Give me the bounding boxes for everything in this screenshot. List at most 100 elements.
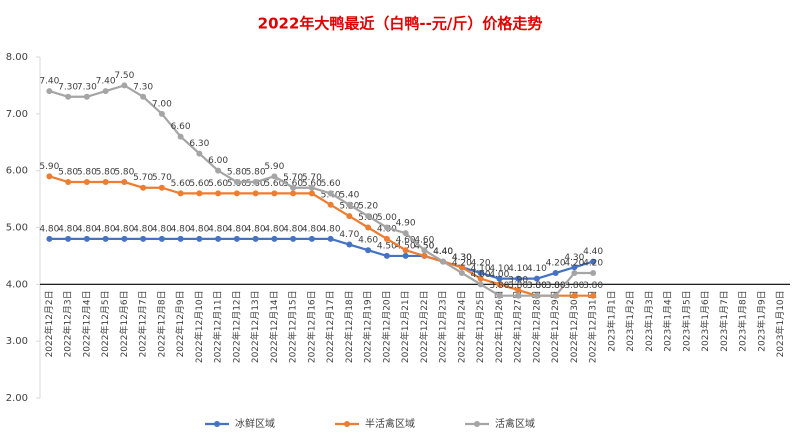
point (515, 292, 522, 299)
point (477, 275, 484, 282)
data-label: 4.80 (152, 224, 172, 234)
point (290, 184, 297, 191)
point (383, 235, 390, 242)
x-tick-label: 2022年12月6日 (118, 290, 130, 357)
data-label: 4.80 (171, 224, 191, 234)
x-tick-label: 2022年12月18日 (343, 290, 355, 363)
data-label: 5.80 (246, 168, 266, 178)
data-label: 4.40 (433, 247, 453, 257)
data-label: 4.50 (414, 241, 434, 251)
data-label: 4.20 (452, 258, 472, 268)
data-label: 7.40 (96, 77, 116, 87)
point (458, 264, 465, 271)
point (590, 269, 597, 276)
point (383, 224, 390, 231)
point (140, 235, 147, 242)
point (158, 110, 165, 117)
point (196, 150, 203, 157)
point (102, 88, 109, 95)
data-label: 4.80 (227, 224, 247, 234)
x-tick-label: 2023年1月7日 (718, 290, 730, 351)
data-label: 4.10 (527, 264, 547, 274)
y-tick-label: 5.00 (6, 223, 28, 234)
data-label: 3.80 (583, 281, 603, 291)
point (252, 190, 259, 197)
data-label: 4.10 (471, 264, 491, 274)
point (477, 269, 484, 276)
point (515, 287, 522, 294)
point (552, 292, 559, 299)
point (571, 292, 578, 299)
x-tick-label: 2022年12月25日 (474, 290, 486, 363)
point (590, 258, 597, 265)
point (346, 213, 353, 220)
x-tick-label: 2022年12月30日 (568, 290, 580, 363)
point (571, 264, 578, 271)
data-label: 4.80 (39, 224, 59, 234)
point (515, 275, 522, 282)
point (421, 247, 428, 254)
y-tick-label: 3.00 (6, 336, 28, 347)
data-label: 3.90 (508, 276, 528, 286)
point (402, 247, 409, 254)
data-label: 5.60 (189, 179, 209, 189)
x-tick-label: 2022年12月19日 (362, 290, 374, 363)
point (571, 269, 578, 276)
data-label: 4.80 (246, 224, 266, 234)
point (290, 235, 297, 242)
data-label: 4.60 (396, 236, 416, 246)
x-tick-label: 2022年12月26日 (493, 290, 505, 363)
point (83, 235, 90, 242)
data-label: 5.40 (339, 190, 359, 200)
data-label: 5.80 (114, 168, 134, 178)
data-label: 4.60 (358, 236, 378, 246)
point (121, 82, 128, 89)
series-line (49, 237, 594, 280)
data-label: 4.80 (77, 224, 97, 234)
legend-marker (474, 421, 480, 427)
x-tick-label: 2023年1月6日 (699, 290, 711, 351)
data-label: 4.90 (396, 219, 416, 229)
point (121, 235, 128, 242)
x-tick-label: 2023年1月1日 (605, 290, 617, 351)
x-tick-label: 2023年1月4日 (662, 290, 674, 351)
point (365, 213, 372, 220)
point (102, 179, 109, 186)
point (402, 252, 409, 259)
data-label: 5.80 (227, 168, 247, 178)
point (383, 252, 390, 259)
data-label: 7.50 (114, 71, 134, 81)
data-label: 4.40 (583, 247, 603, 257)
x-tick-label: 2022年12月15日 (287, 290, 299, 363)
data-label: 4.50 (377, 241, 397, 251)
data-label: 4.80 (302, 224, 322, 234)
data-label: 4.40 (433, 247, 453, 257)
point (327, 201, 334, 208)
point (65, 93, 72, 100)
data-label: 4.20 (471, 258, 491, 268)
x-tick-label: 2022年12月22日 (418, 290, 430, 363)
data-label: 5.60 (264, 179, 284, 189)
point (440, 258, 447, 265)
data-label: 4.80 (208, 224, 228, 234)
data-label: 4.80 (58, 224, 78, 234)
point (252, 235, 259, 242)
data-label: 4.30 (452, 253, 472, 263)
legend-label: 冰鲜区域 (235, 417, 275, 430)
point (233, 190, 240, 197)
data-label: 5.60 (283, 179, 303, 189)
point (140, 93, 147, 100)
y-tick-label: 7.00 (6, 109, 28, 120)
data-label: 7.00 (152, 99, 172, 109)
x-tick-label: 2022年12月28日 (530, 290, 542, 363)
point (365, 247, 372, 254)
point (496, 281, 503, 288)
x-tick-label: 2022年12月16日 (305, 290, 317, 363)
x-tick-label: 2023年1月5日 (680, 290, 692, 351)
x-tick-label: 2022年12月9日 (174, 290, 186, 357)
x-tick-label: 2022年12月2日 (43, 290, 55, 357)
legend-marker (214, 421, 220, 427)
point (496, 292, 503, 299)
x-tick-label: 2022年12月31日 (587, 290, 599, 363)
